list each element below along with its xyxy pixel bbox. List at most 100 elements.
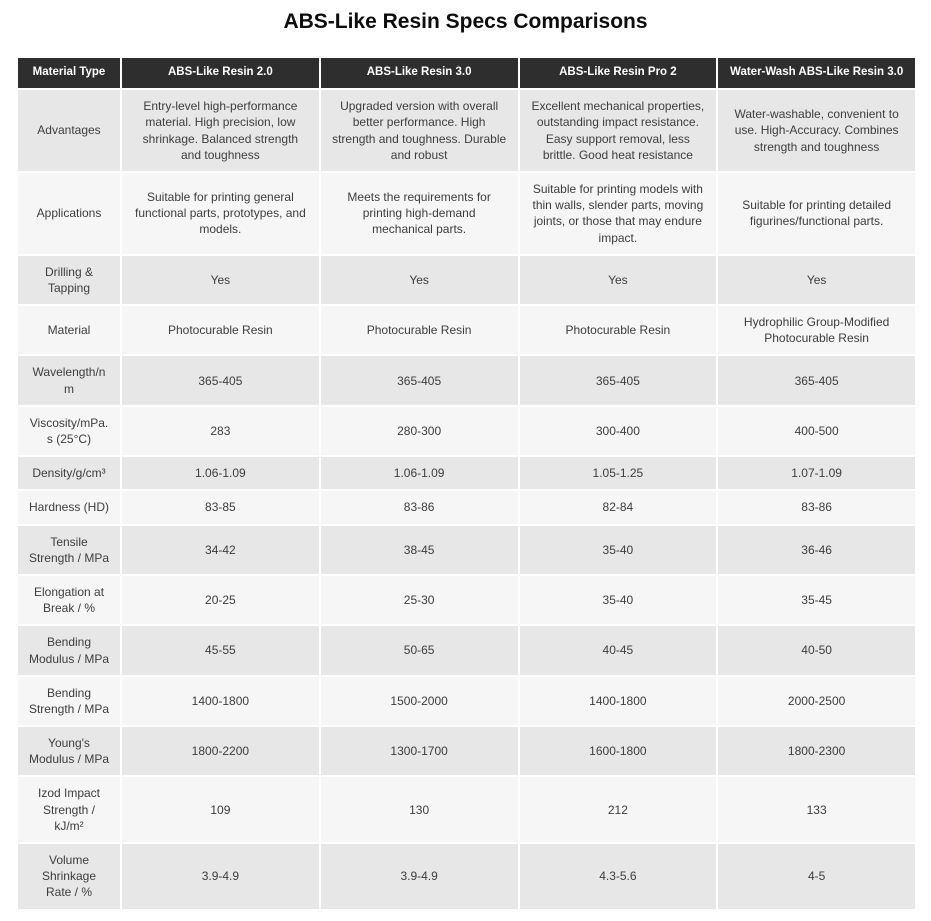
cell-value: 35-45	[716, 573, 917, 627]
cell-value: 283	[120, 404, 321, 458]
table-row: Bending Strength / MPa 1400-1800 1500-2000…	[16, 674, 917, 728]
row-label: Wavelength/nm	[16, 354, 122, 407]
cell-value: Suitable for printing models with thin w…	[517, 170, 719, 256]
cell-value: 1.06-1.09	[120, 455, 321, 492]
cell-value: 35-40	[517, 573, 719, 627]
cell-value: Yes	[716, 253, 917, 307]
row-label: Volume Shrinkage Rate / %	[16, 842, 122, 911]
cell-value: Photocurable Resin	[517, 304, 719, 357]
cell-value: 1500-2000	[318, 674, 520, 728]
cell-value: 300-400	[517, 404, 719, 458]
table-row: Elongation at Break / % 20-25 25-30 35-40 35…	[16, 573, 917, 627]
row-label: Izod Impact Strength / kJ/m²	[16, 775, 122, 844]
table-row: Advantages Entry-level high-performance m…	[16, 88, 917, 173]
column-header: ABS-Like Resin Pro 2	[517, 56, 719, 91]
cell-value: 1600-1800	[517, 725, 719, 778]
cell-value: 83-86	[716, 489, 917, 526]
cell-value: 20-25	[120, 573, 321, 627]
cell-value: 40-45	[517, 624, 719, 677]
page-title: ABS-Like Resin Specs Comparisons	[283, 10, 648, 33]
cell-value: 82-84	[517, 489, 719, 526]
cell-value: Suitable for printing detailed figurines…	[716, 170, 917, 256]
cell-value: 4.3-5.6	[517, 842, 719, 911]
table-body: Advantages Entry-level high-performance m…	[16, 88, 917, 911]
table-row: Izod Impact Strength / kJ/m² 109 130 212 133	[16, 775, 917, 844]
row-label: Material	[16, 304, 122, 357]
cell-value: Photocurable Resin	[318, 304, 520, 357]
cell-value: 83-86	[318, 489, 520, 526]
cell-value: 365-405	[120, 354, 321, 407]
cell-value: 212	[517, 775, 719, 844]
cell-value: 3.9-4.9	[120, 842, 321, 911]
cell-value: Yes	[318, 253, 520, 307]
cell-value: 1800-2300	[716, 725, 917, 778]
cell-value: 130	[318, 775, 520, 844]
row-label: Drilling & Tapping	[16, 253, 122, 307]
cell-value: Water-washable, convenient to use. High-…	[716, 88, 917, 173]
resin-specs-table: Material Type ABS-Like Resin 2.0 ABS-Like …	[16, 56, 917, 911]
row-label: Elongation at Break / %	[16, 573, 122, 627]
row-label: Applications	[16, 170, 122, 256]
cell-value: Excellent mechanical properties, outstan…	[517, 88, 719, 173]
cell-value: 365-405	[716, 354, 917, 407]
cell-value: 36-46	[716, 523, 917, 576]
cell-value: 45-55	[120, 624, 321, 677]
row-label: Tensile Strength / MPa	[16, 523, 122, 576]
cell-value: Yes	[120, 253, 321, 307]
cell-value: 1800-2200	[120, 725, 321, 778]
table-row: Drilling & Tapping Yes Yes Yes Yes	[16, 253, 917, 307]
table-row: Applications Suitable for printing genera…	[16, 170, 917, 256]
cell-value: 1300-1700	[318, 725, 520, 778]
cell-value: 1400-1800	[517, 674, 719, 728]
cell-value: 1.05-1.25	[517, 455, 719, 492]
table-row: Density/g/cm³ 1.06-1.09 1.06-1.09 1.05-1.25…	[16, 455, 917, 492]
cell-value: 1.06-1.09	[318, 455, 520, 492]
cell-value: 400-500	[716, 404, 917, 458]
cell-value: 35-40	[517, 523, 719, 576]
cell-value: 83-85	[120, 489, 321, 526]
row-label: Viscosity/mPa.s (25°C)	[16, 404, 122, 458]
cell-value: 4-5	[716, 842, 917, 911]
cell-value: 280-300	[318, 404, 520, 458]
column-header: Water-Wash ABS-Like Resin 3.0	[716, 56, 917, 91]
cell-value: 109	[120, 775, 321, 844]
table-row: Bending Modulus / MPa 45-55 50-65 40-45 40-5…	[16, 624, 917, 677]
table-header-row: Material Type ABS-Like Resin 2.0 ABS-Like …	[16, 56, 917, 91]
row-label: Bending Modulus / MPa	[16, 624, 122, 677]
cell-value: 34-42	[120, 523, 321, 576]
column-header: ABS-Like Resin 3.0	[318, 56, 520, 91]
cell-value: Hydrophilic Group-Modified Photocurable …	[716, 304, 917, 357]
row-label: Advantages	[16, 88, 122, 173]
table-row: Young's Modulus / MPa 1800-2200 1300-1700 1…	[16, 725, 917, 778]
table-row: Volume Shrinkage Rate / % 3.9-4.9 3.9-4.9 4…	[16, 842, 917, 911]
cell-value: Yes	[517, 253, 719, 307]
table-row: Wavelength/nm 365-405 365-405 365-405 365-40…	[16, 354, 917, 407]
cell-value: 2000-2500	[716, 674, 917, 728]
cell-value: 1.07-1.09	[716, 455, 917, 492]
column-header-material-type: Material Type	[16, 56, 122, 91]
table-row: Viscosity/mPa.s (25°C) 283 280-300 300-400 4…	[16, 404, 917, 458]
cell-value: 40-50	[716, 624, 917, 677]
cell-value: 365-405	[318, 354, 520, 407]
cell-value: 365-405	[517, 354, 719, 407]
cell-value: Entry-level high-performance material. H…	[120, 88, 321, 173]
column-header: ABS-Like Resin 2.0	[120, 56, 321, 91]
row-label: Young's Modulus / MPa	[16, 725, 122, 778]
cell-value: Suitable for printing general functional…	[120, 170, 321, 256]
table-row: Material Photocurable Resin Photocurable R…	[16, 304, 917, 357]
cell-value: Meets the requirements for printing high…	[318, 170, 520, 256]
cell-value: Photocurable Resin	[120, 304, 321, 357]
spec-table-container: Material Type ABS-Like Resin 2.0 ABS-Like …	[16, 56, 917, 911]
cell-value: 1400-1800	[120, 674, 321, 728]
row-label: Hardness (HD)	[16, 489, 122, 526]
table-row: Hardness (HD) 83-85 83-86 82-84 83-86	[16, 489, 917, 526]
row-label: Density/g/cm³	[16, 455, 122, 492]
cell-value: 3.9-4.9	[318, 842, 520, 911]
cell-value: 133	[716, 775, 917, 844]
cell-value: 25-30	[318, 573, 520, 627]
cell-value: 50-65	[318, 624, 520, 677]
table-row: Tensile Strength / MPa 34-42 38-45 35-40 36-…	[16, 523, 917, 576]
cell-value: 38-45	[318, 523, 520, 576]
row-label: Bending Strength / MPa	[16, 674, 122, 728]
